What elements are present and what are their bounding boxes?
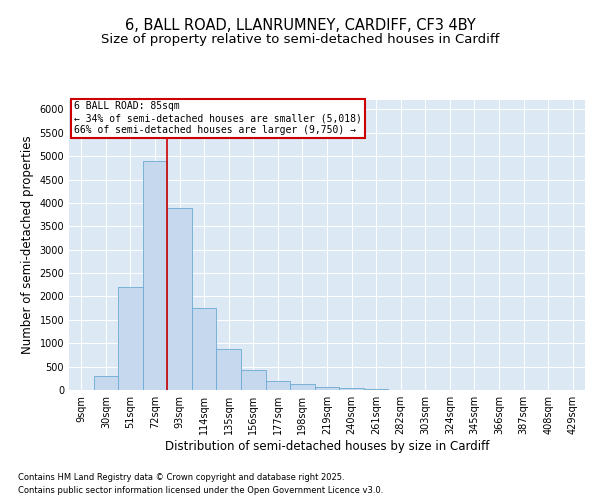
Bar [241,370,266,390]
Bar [290,384,315,390]
Text: 6 BALL ROAD: 85sqm
← 34% of semi-detached houses are smaller (5,018)
66% of semi: 6 BALL ROAD: 85sqm ← 34% of semi-detache… [74,102,362,134]
Bar [339,388,364,390]
Bar [167,208,192,390]
Bar [192,308,217,390]
Bar [364,389,388,390]
Bar [118,287,143,390]
X-axis label: Distribution of semi-detached houses by size in Cardiff: Distribution of semi-detached houses by … [165,440,489,453]
Text: Contains public sector information licensed under the Open Government Licence v3: Contains public sector information licen… [18,486,383,495]
Text: 6, BALL ROAD, LLANRUMNEY, CARDIFF, CF3 4BY: 6, BALL ROAD, LLANRUMNEY, CARDIFF, CF3 4… [125,18,475,32]
Bar [217,350,241,390]
Bar [143,161,167,390]
Bar [266,380,290,390]
Bar [315,386,339,390]
Text: Contains HM Land Registry data © Crown copyright and database right 2025.: Contains HM Land Registry data © Crown c… [18,472,344,482]
Y-axis label: Number of semi-detached properties: Number of semi-detached properties [21,136,34,354]
Text: Size of property relative to semi-detached houses in Cardiff: Size of property relative to semi-detach… [101,32,499,46]
Bar [94,376,118,390]
